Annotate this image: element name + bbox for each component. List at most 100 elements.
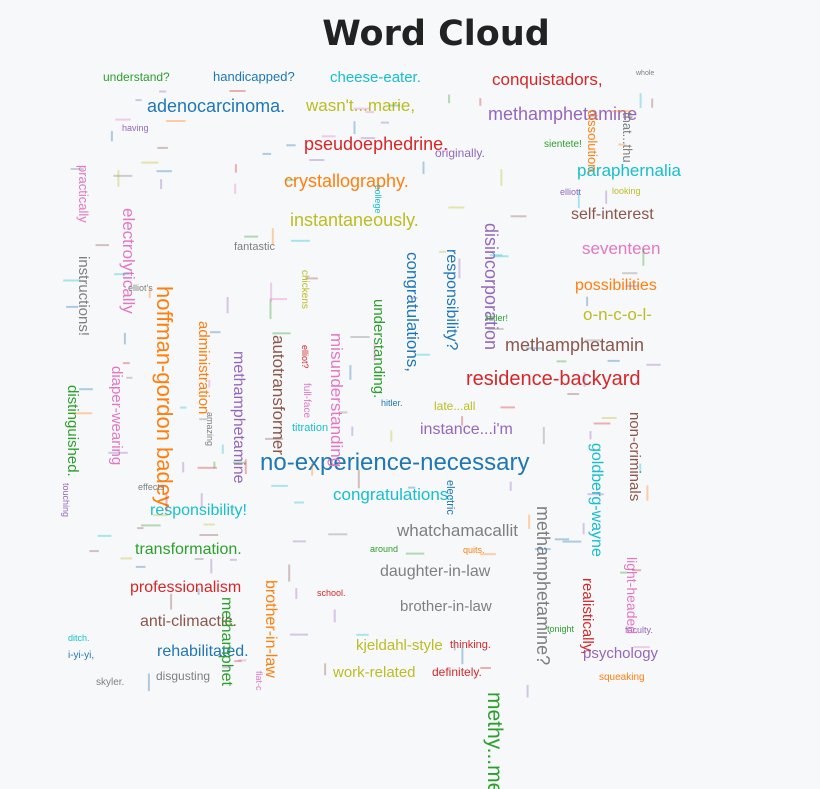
chart-title: Word Cloud — [322, 14, 550, 54]
word-sientete: sientete! — [544, 139, 582, 150]
filler-speck — [199, 534, 219, 536]
filler-speck — [126, 376, 133, 379]
filler-speck — [269, 298, 287, 301]
filler-speck — [262, 152, 272, 155]
filler-speck — [294, 501, 304, 504]
word-full-face: full-face — [301, 383, 312, 418]
filler-speck — [233, 461, 246, 464]
filler-speck — [221, 444, 224, 454]
filler-speck — [584, 339, 601, 342]
word-faculty: faculty. — [625, 625, 653, 635]
filler-speck — [113, 174, 133, 177]
word-elliot: elliot? — [300, 345, 310, 369]
filler-speck — [141, 161, 159, 164]
filler-speck — [405, 552, 425, 555]
filler-speck — [324, 663, 327, 676]
filler-speck — [160, 179, 163, 189]
filler-speck — [194, 558, 204, 560]
filler-speck — [97, 534, 112, 537]
filler-speck — [295, 588, 298, 599]
filler-speck — [493, 255, 509, 258]
word-o-n-c-o-l: o-n-c-o-l- — [583, 305, 652, 324]
filler-speck — [351, 426, 354, 436]
filler-speck — [353, 107, 370, 110]
filler-speck — [238, 659, 247, 662]
filler-speck — [448, 94, 451, 104]
word-school: school. — [317, 588, 346, 598]
word-brother-in-law: brother-in-law — [400, 598, 492, 615]
word-brother-in-law: brother-in-law — [262, 580, 279, 678]
filler-speck — [244, 235, 259, 238]
word-paraphernalia: paraphernalia — [577, 161, 682, 180]
word-methamphetamine: methamphetamine? — [533, 506, 553, 665]
filler-speck — [583, 372, 586, 387]
filler-speck — [577, 190, 580, 209]
filler-speck — [309, 159, 325, 161]
filler-speck — [542, 426, 545, 445]
filler-speck — [389, 104, 401, 107]
word-instantaneously: instantaneously. — [290, 210, 419, 230]
filler-speck — [265, 437, 284, 440]
filler-speck — [180, 406, 187, 409]
word-methy-meth: methy...meth — [483, 692, 506, 789]
word-skyler: skyler. — [96, 677, 124, 688]
filler-speck — [197, 466, 217, 469]
filler-speck — [448, 206, 465, 209]
word-chickens: chickens — [299, 270, 310, 309]
word-responsibility: responsibility? — [443, 249, 460, 350]
filler-speck — [586, 296, 589, 307]
filler-speck — [229, 90, 246, 92]
word-psychology: psychology — [583, 645, 659, 662]
word-light-headed: light-headed — [624, 557, 640, 634]
filler-speck — [79, 388, 93, 391]
filler-speck — [489, 254, 503, 257]
filler-speck — [567, 393, 580, 395]
filler-speck — [453, 641, 456, 651]
filler-speck — [182, 462, 185, 473]
word-crystallography: crystallography. — [284, 171, 409, 191]
filler-speck — [70, 168, 84, 170]
word-self-interest: self-interest — [571, 206, 654, 223]
filler-speck — [197, 588, 200, 595]
filler-speck — [120, 557, 133, 560]
filler-speck — [509, 481, 512, 491]
filler-speck — [199, 418, 208, 421]
filler-speck — [244, 459, 247, 475]
word-disincorporation: disincorporation — [481, 223, 501, 350]
word-thinking: thinking. — [450, 639, 491, 651]
filler-speck — [528, 514, 531, 529]
word-methamphet: methamphet — [218, 597, 235, 686]
filler-speck — [646, 363, 661, 366]
filler-speck — [480, 553, 496, 556]
filler-speck — [639, 93, 642, 108]
filler-speck — [271, 484, 288, 487]
word-methamphetamine: methamphetamine — [230, 351, 247, 484]
filler-speck — [554, 538, 570, 541]
filler-speck — [95, 244, 109, 247]
word-looking: looking — [612, 186, 641, 196]
word-conquistadors: conquistadors, — [492, 70, 603, 89]
word-non-criminals: non-criminals — [626, 412, 643, 501]
word-hoffman-gordon-badey: hoffman-gordon badey — [152, 286, 177, 507]
word-professionalism: professionalism — [130, 579, 241, 596]
word-whole: whole — [635, 70, 654, 77]
word-adenocarcinoma: adenocarcinoma. — [147, 96, 285, 116]
filler-speck — [203, 523, 216, 526]
word-rehabilitated: rehabilitated. — [157, 643, 249, 660]
word-titration: titration — [292, 422, 328, 434]
filler-speck — [651, 98, 654, 108]
word-effects: effects — [138, 482, 165, 492]
word-touching: touching — [61, 483, 71, 517]
filler-speck — [480, 667, 491, 669]
filler-speck — [148, 287, 151, 299]
filler-speck — [328, 533, 348, 536]
filler-speck — [137, 527, 144, 530]
filler-speck — [210, 558, 213, 574]
filler-speck — [333, 609, 336, 623]
word-wasn-t-marie: wasn't...marie, — [305, 96, 415, 115]
word-work-related: work-related — [332, 664, 416, 681]
filler-speck — [213, 461, 216, 469]
filler-speck — [611, 110, 632, 113]
word-anti-climactic: anti-climactic. — [140, 613, 237, 630]
